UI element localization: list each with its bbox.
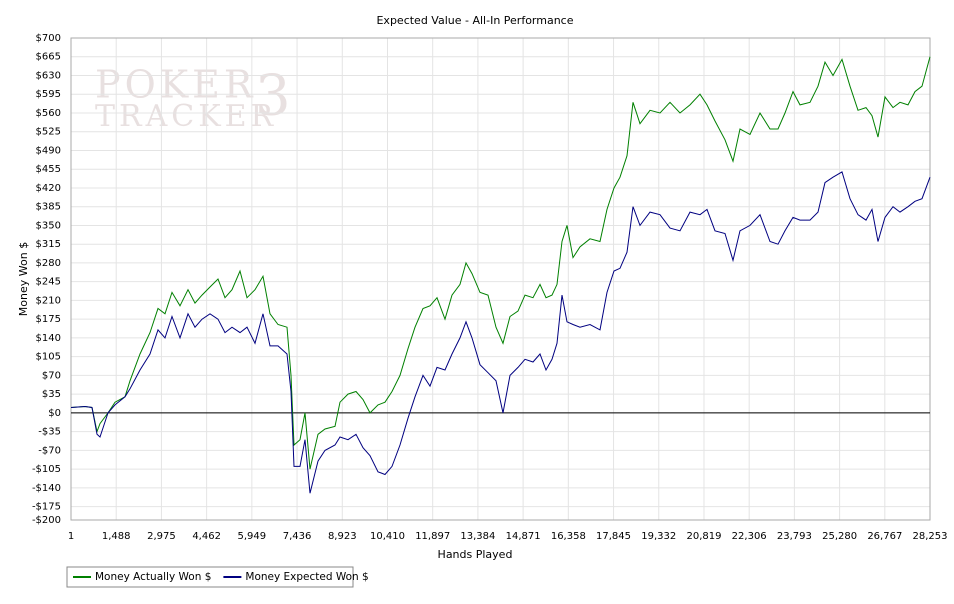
watermark: TRACKER — [95, 99, 277, 134]
watermark: POKER — [95, 63, 256, 107]
y-tick-label: $175 — [36, 314, 61, 325]
x-tick-label: 10,410 — [370, 531, 405, 542]
chart-title: Expected Value - All-In Performance — [376, 14, 573, 27]
y-tick-label: -$200 — [32, 515, 61, 526]
x-tick-label: 25,280 — [822, 531, 857, 542]
y-tick-label: $665 — [36, 52, 61, 63]
y-tick-label: $595 — [36, 89, 61, 100]
x-tick-label: 7,436 — [283, 531, 312, 542]
y-tick-label: $455 — [36, 164, 61, 175]
x-tick-label: 28,253 — [913, 531, 948, 542]
legend-label: Money Actually Won $ — [95, 571, 211, 583]
series-line — [70, 171, 931, 494]
y-tick-label: $245 — [36, 277, 61, 288]
y-tick-label: $490 — [36, 145, 61, 156]
x-tick-label: 5,949 — [238, 531, 267, 542]
y-tick-label: $315 — [36, 239, 61, 250]
legend-label: Money Expected Won $ — [245, 571, 368, 583]
y-tick-label: $630 — [36, 70, 61, 81]
y-tick-label: $70 — [42, 370, 61, 381]
x-tick-label: 22,306 — [732, 531, 767, 542]
x-tick-label: 8,923 — [328, 531, 357, 542]
x-tick-label: 20,819 — [686, 531, 721, 542]
x-tick-label: 23,793 — [777, 531, 812, 542]
x-tick-label: 11,897 — [415, 531, 450, 542]
plot-frame — [70, 37, 931, 521]
series-line — [70, 56, 931, 470]
y-tick-label: -$140 — [32, 483, 61, 494]
y-tick-label: $140 — [36, 333, 61, 344]
y-tick-label: $0 — [48, 408, 61, 419]
y-tick-label: $35 — [42, 389, 61, 400]
x-tick-label: 1 — [68, 531, 74, 542]
x-tick-label: 17,845 — [596, 531, 631, 542]
y-tick-label: -$70 — [38, 445, 61, 456]
x-tick-label: 2,975 — [147, 531, 176, 542]
y-axis-label: Money Won $ — [17, 242, 30, 316]
legend-box — [66, 566, 354, 588]
y-tick-label: $385 — [36, 202, 61, 213]
x-tick-label: 16,358 — [551, 531, 586, 542]
x-tick-label: 19,332 — [641, 531, 676, 542]
legend: Money Actually Won $ Money Expected Won $ — [66, 566, 369, 588]
y-tick-label: $210 — [36, 295, 61, 306]
y-tick-label: $525 — [36, 127, 61, 138]
y-tick-label: $700 — [36, 33, 61, 44]
x-tick-label: 26,767 — [867, 531, 902, 542]
x-tick-label: 14,871 — [506, 531, 541, 542]
y-tick-label: $105 — [36, 352, 61, 363]
x-tick-label: 1,488 — [102, 531, 131, 542]
y-tick-label: $560 — [36, 108, 61, 119]
y-tick-label: $420 — [36, 183, 61, 194]
y-tick-label: -$35 — [38, 427, 61, 438]
x-tick-label: 4,462 — [192, 531, 221, 542]
y-tick-label: $280 — [36, 258, 61, 269]
watermark: 3 — [255, 64, 295, 129]
x-axis-label: Hands Played — [438, 548, 513, 561]
y-tick-label: $350 — [36, 220, 61, 231]
y-tick-label: -$105 — [32, 464, 61, 475]
y-tick-label: -$175 — [32, 502, 61, 513]
x-tick-label: 13,384 — [460, 531, 495, 542]
